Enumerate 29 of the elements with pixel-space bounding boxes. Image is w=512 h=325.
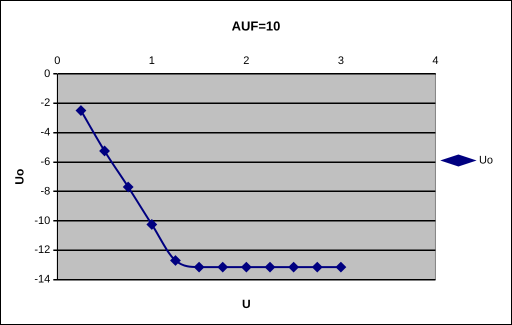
x-tick-label: 3 <box>338 55 344 68</box>
point <box>241 262 252 272</box>
x-axis-title: U <box>242 297 251 312</box>
point <box>194 262 204 272</box>
legend-label: Uo <box>478 154 493 167</box>
y-tick-label: -8 <box>40 185 50 198</box>
x-tick-label: 0 <box>54 55 60 68</box>
point <box>100 146 110 156</box>
y-tick-label: -6 <box>40 156 50 168</box>
y-tick-label: -4 <box>40 126 50 139</box>
y-axis-title: Uo <box>12 168 27 185</box>
x-tick-label: 1 <box>148 55 155 68</box>
y-tick-label: -14 <box>34 274 50 286</box>
y-tick-label: -10 <box>34 214 50 227</box>
point <box>218 262 228 272</box>
chart-title: AUF=10 <box>232 18 280 34</box>
point <box>312 262 322 272</box>
point <box>265 262 275 272</box>
point <box>76 106 86 116</box>
point <box>123 182 134 192</box>
y-tick-label: -2 <box>40 97 50 110</box>
y-tick-label: -12 <box>34 244 50 256</box>
point <box>170 255 180 266</box>
y-tick-label: 0 <box>44 68 50 80</box>
point <box>146 219 157 230</box>
point <box>288 262 299 272</box>
x-tick-label: 4 <box>432 55 438 68</box>
x-tick-label: 2 <box>243 55 250 68</box>
point <box>336 262 346 272</box>
